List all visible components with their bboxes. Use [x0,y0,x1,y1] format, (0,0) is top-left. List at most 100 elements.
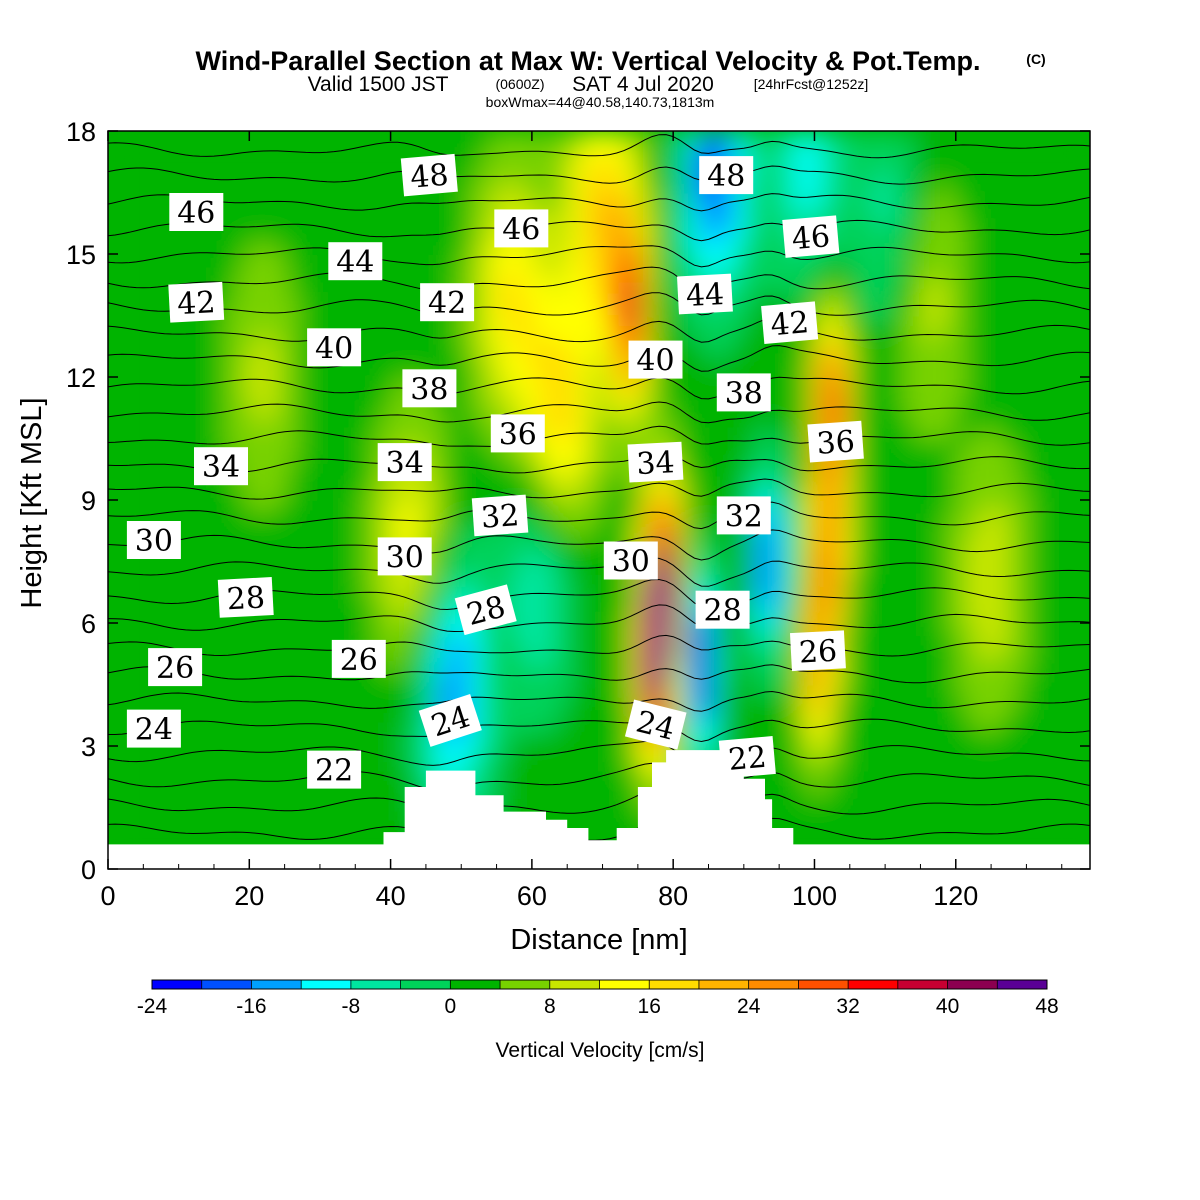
velocity-cell [256,782,268,797]
velocity-cell [616,819,629,834]
velocity-cell [648,192,661,206]
velocity-cell [754,155,766,169]
velocity-cell [648,180,661,194]
velocity-cell [924,241,936,255]
velocity-cell [150,819,162,834]
velocity-cell [161,364,173,378]
velocity-cell [330,450,343,465]
velocity-cell [563,254,576,268]
velocity-cell [606,413,618,428]
velocity-cell [224,340,237,354]
velocity-cell [500,549,512,563]
velocity-cell [722,364,735,378]
velocity-cell [129,598,141,612]
velocity-cell [531,549,544,563]
velocity-cell [701,450,713,465]
velocity-cell [362,413,374,428]
velocity-cell [245,684,258,698]
velocity-cell [595,278,608,292]
velocity-cell [722,659,735,674]
velocity-cell [192,377,205,391]
velocity-cell [849,696,862,711]
velocity-cell [584,475,597,489]
velocity-cell [214,389,226,403]
velocity-cell [659,266,671,280]
velocity-cell [235,364,247,378]
velocity-cell [171,131,184,145]
velocity-cell [616,647,629,661]
velocity-cell [584,684,597,698]
velocity-cell [108,266,120,280]
velocity-cell [351,573,364,588]
velocity-cell [775,573,788,588]
velocity-cell [118,610,131,624]
velocity-cell [627,192,639,206]
velocity-cell [394,610,406,624]
velocity-cell [415,475,427,489]
velocity-cell [161,180,173,194]
velocity-cell [192,315,205,329]
velocity-cell [924,819,936,834]
velocity-cell [192,623,205,637]
velocity-cell [277,352,290,366]
velocity-cell [553,229,565,243]
velocity-cell [712,709,724,723]
velocity-cell [319,180,332,194]
velocity-cell [849,635,862,649]
velocity-cell [362,426,374,440]
velocity-cell [818,586,830,600]
velocity-cell [309,131,321,145]
velocity-cell [394,143,406,157]
velocity-cell [214,426,226,440]
velocity-cell [436,340,449,354]
velocity-cell [108,278,120,292]
velocity-cell [955,217,968,231]
velocity-cell [542,758,555,772]
velocity-cell [298,795,311,809]
velocity-cell [627,241,639,255]
velocity-cell [553,659,565,674]
velocity-cell [796,561,809,575]
velocity-cell [500,340,512,354]
velocity-cell [553,573,565,588]
velocity-cell [786,623,798,637]
velocity-cell [743,352,756,366]
velocity-cell [542,167,555,182]
velocity-cell [786,192,798,206]
velocity-cell [924,438,936,452]
velocity-cell [118,389,131,403]
velocity-cell [372,229,385,243]
velocity-cell [945,623,957,637]
velocity-cell [161,610,173,624]
velocity-cell [330,709,343,723]
velocity-cell [267,254,279,268]
velocity-cell [807,684,819,698]
velocity-cell [966,131,978,145]
velocity-cell [945,758,957,772]
velocity-cell [648,389,661,403]
velocity-cell [139,450,152,465]
velocity-cell [584,819,597,834]
velocity-cell [404,696,417,711]
velocity-cell [192,721,205,735]
velocity-cell [648,290,661,305]
velocity-cell [977,327,989,342]
velocity-cell [256,512,268,526]
velocity-cell [457,340,470,354]
velocity-cell [468,143,480,157]
velocity-cell [150,229,162,243]
velocity-cell [394,647,406,661]
velocity-cell [563,413,576,428]
velocity-cell [839,721,851,735]
velocity-cell [860,155,872,169]
velocity-cell [182,340,194,354]
velocity-cell [871,143,883,157]
velocity-cell [733,217,745,231]
velocity-cell [902,426,915,440]
velocity-cell [500,659,512,674]
velocity-cell [680,389,692,403]
velocity-cell [447,143,459,157]
velocity-cell [298,290,311,305]
velocity-cell [690,204,703,219]
velocity-cell [521,241,533,255]
